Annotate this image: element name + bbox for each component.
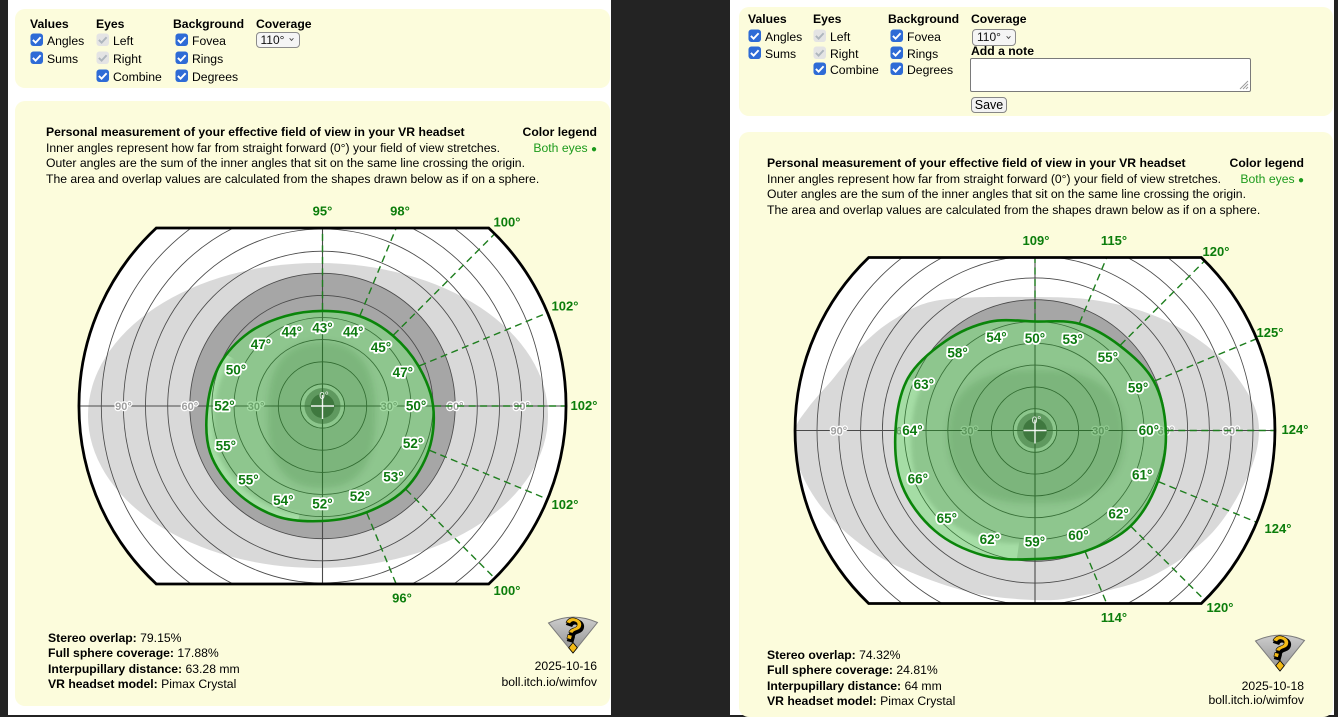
svg-text:62°: 62° bbox=[1108, 507, 1128, 522]
svg-text:0°: 0° bbox=[319, 391, 329, 402]
svg-text:50°: 50° bbox=[406, 399, 426, 414]
svg-text:52°: 52° bbox=[350, 489, 370, 504]
svg-text:52°: 52° bbox=[403, 436, 423, 451]
svg-text:102°: 102° bbox=[552, 299, 579, 314]
svg-text:96°: 96° bbox=[392, 591, 412, 606]
svg-text:54°: 54° bbox=[273, 493, 293, 508]
svg-text:100°: 100° bbox=[494, 583, 521, 598]
svg-text:60°: 60° bbox=[181, 401, 198, 413]
svg-text:62°: 62° bbox=[980, 532, 1000, 547]
svg-text:90°: 90° bbox=[830, 426, 847, 438]
svg-text:44°: 44° bbox=[282, 324, 302, 339]
svg-text:58°: 58° bbox=[947, 346, 967, 361]
svg-text:55°: 55° bbox=[216, 439, 236, 454]
svg-text:100°: 100° bbox=[494, 215, 521, 230]
svg-text:120°: 120° bbox=[1207, 600, 1234, 615]
svg-text:52°: 52° bbox=[312, 497, 332, 512]
svg-text:55°: 55° bbox=[1098, 350, 1118, 365]
svg-text:124°: 124° bbox=[1282, 422, 1309, 437]
svg-text:44°: 44° bbox=[343, 324, 363, 339]
svg-text:30°: 30° bbox=[248, 401, 265, 413]
svg-text:90°: 90° bbox=[513, 401, 530, 413]
svg-text:61°: 61° bbox=[1132, 467, 1152, 482]
svg-text:120°: 120° bbox=[1203, 244, 1230, 259]
svg-text:52°: 52° bbox=[214, 399, 234, 414]
svg-text:47°: 47° bbox=[393, 365, 413, 380]
svg-text:60°: 60° bbox=[896, 426, 913, 438]
svg-text:55°: 55° bbox=[238, 473, 258, 488]
svg-text:63°: 63° bbox=[914, 377, 934, 392]
svg-text:0°: 0° bbox=[1032, 416, 1042, 427]
svg-text:90°: 90° bbox=[115, 401, 132, 413]
svg-text:53°: 53° bbox=[383, 469, 403, 484]
svg-text:47°: 47° bbox=[251, 337, 271, 352]
svg-text:50°: 50° bbox=[226, 363, 246, 378]
svg-text:30°: 30° bbox=[381, 401, 398, 413]
svg-text:59°: 59° bbox=[1128, 380, 1148, 395]
svg-text:65°: 65° bbox=[937, 511, 957, 526]
svg-text:98°: 98° bbox=[390, 204, 410, 219]
svg-text:115°: 115° bbox=[1101, 233, 1127, 248]
svg-text:60°: 60° bbox=[447, 401, 464, 413]
svg-text:125°: 125° bbox=[1257, 325, 1284, 340]
svg-text:45°: 45° bbox=[371, 340, 391, 355]
svg-text:102°: 102° bbox=[552, 497, 579, 512]
svg-text:59°: 59° bbox=[1025, 535, 1045, 550]
svg-text:53°: 53° bbox=[1062, 332, 1082, 347]
svg-text:50°: 50° bbox=[1025, 331, 1045, 346]
svg-text:109°: 109° bbox=[1023, 233, 1050, 248]
svg-text:90°: 90° bbox=[1223, 426, 1240, 438]
svg-text:60°: 60° bbox=[1068, 528, 1088, 543]
svg-text:124°: 124° bbox=[1265, 521, 1292, 536]
svg-text:43°: 43° bbox=[312, 320, 332, 335]
svg-text:114°: 114° bbox=[1101, 610, 1127, 625]
svg-text:60°: 60° bbox=[1139, 423, 1159, 438]
svg-text:102°: 102° bbox=[571, 398, 598, 413]
svg-text:66°: 66° bbox=[908, 472, 928, 487]
svg-text:95°: 95° bbox=[313, 204, 333, 219]
svg-text:54°: 54° bbox=[986, 330, 1006, 345]
svg-text:64°: 64° bbox=[902, 423, 922, 438]
